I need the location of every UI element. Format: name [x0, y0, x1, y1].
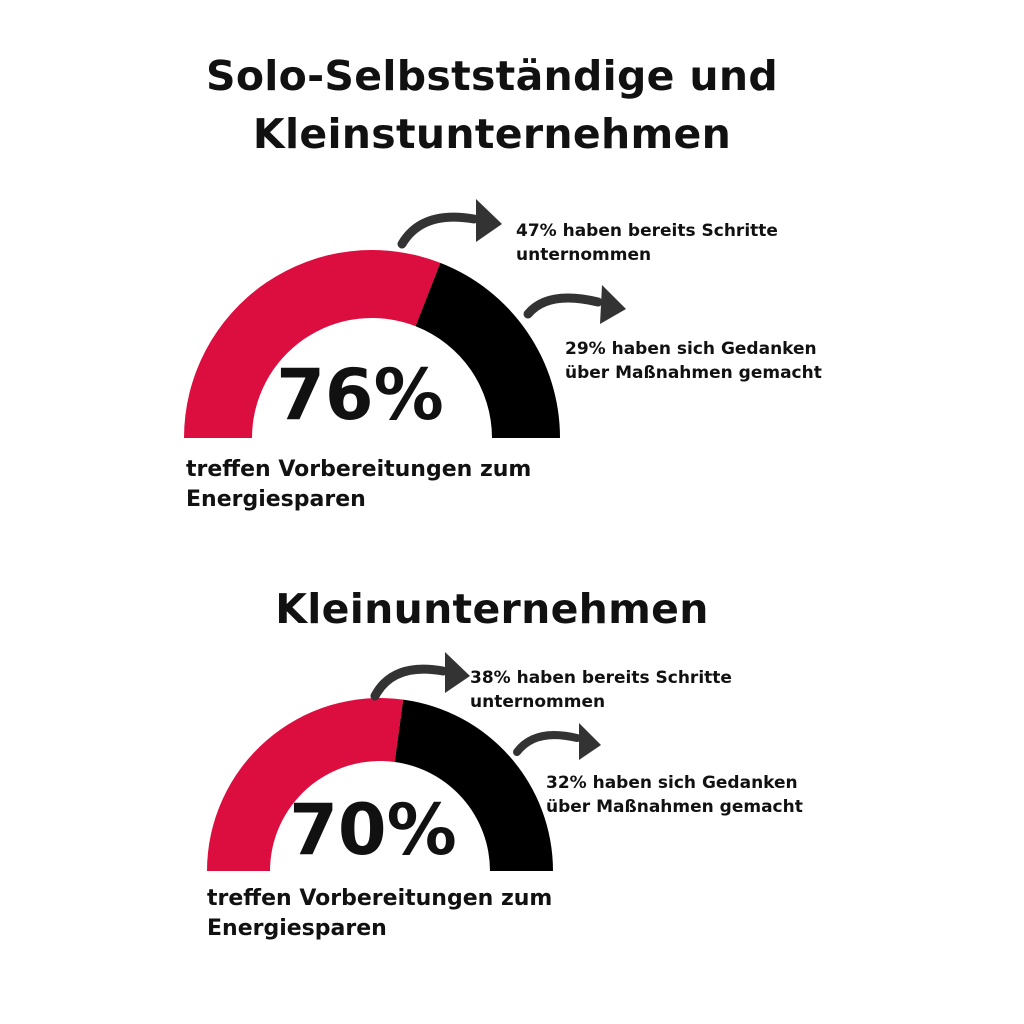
chart-1-note-2: 29% haben sich Gedanken über Maßnahmen g… [565, 337, 822, 385]
chart-2-segment-steps-taken [207, 698, 404, 871]
chart-2-arrow-icon-1 [370, 652, 470, 701]
chart-1-segment-steps-taken [184, 250, 441, 438]
chart-1-note-1-line-2: unternommen [516, 245, 652, 265]
chart-2-note-2-line-1: 32% haben sich Gedanken [546, 773, 798, 793]
chart-1-caption: treffen Vorbereitungen zum Energiesparen [186, 455, 531, 515]
chart-2-note-2: 32% haben sich Gedanken über Maßnahmen g… [546, 771, 803, 819]
chart-2-note-1: 38% haben bereits Schritte unternommen [470, 666, 732, 714]
chart-1-note-1: 47% haben bereits Schritte unternommen [516, 219, 778, 267]
chart-1-segment-thought-about [415, 262, 560, 438]
chart-1-title: Solo-Selbstständige und Kleinstunternehm… [0, 47, 984, 163]
chart-1-title-line-1: Solo-Selbstständige und [206, 52, 778, 100]
chart-2-note-1-line-2: unternommen [470, 692, 606, 712]
chart-1-total-label: 76% [276, 354, 444, 436]
chart-1-note-1-line-1: 47% haben bereits Schritte [516, 221, 778, 241]
chart-2-gauge [207, 698, 553, 871]
chart-1-caption-line-1: treffen Vorbereitungen zum [186, 457, 532, 482]
chart-1-title-line-2: Kleinstunternehmen [252, 110, 732, 158]
chart-2-note-2-line-2: über Maßnahmen gemacht [546, 797, 803, 817]
chart-2-title: Kleinunternehmen [275, 585, 709, 633]
chart-2-segment-thought-about [394, 699, 553, 871]
chart-2-total-label: 70% [289, 789, 457, 871]
chart-1-note-2-line-2: über Maßnahmen gemacht [565, 363, 822, 383]
chart-1-arrow-icon-1 [397, 199, 502, 249]
chart-2-note-1-line-1: 38% haben bereits Schritte [470, 668, 732, 688]
chart-2-caption-line-1: treffen Vorbereitungen zum [207, 886, 553, 911]
chart-2-arrow-icon-2 [513, 723, 601, 760]
chart-1-arrow-icon-2 [523, 285, 626, 324]
chart-1-gauge [184, 250, 560, 438]
chart-1-caption-line-2: Energiesparen [186, 487, 366, 512]
chart-2-caption-line-2: Energiesparen [207, 916, 387, 941]
chart-1-note-2-line-1: 29% haben sich Gedanken [565, 339, 817, 359]
chart-2-caption: treffen Vorbereitungen zum Energiesparen [207, 884, 552, 944]
